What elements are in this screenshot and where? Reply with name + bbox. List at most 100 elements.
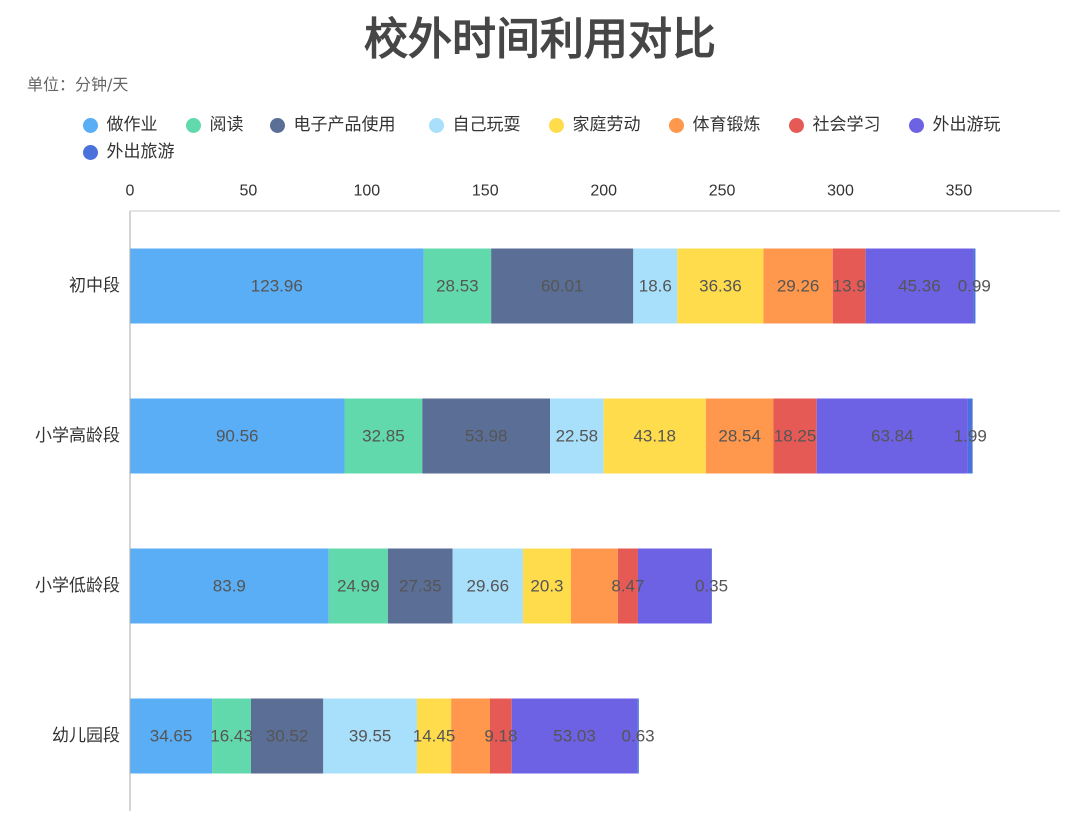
bar-segment [617, 548, 638, 624]
legend-item: 体育锻炼 [668, 114, 761, 136]
data-label: 53.98 [465, 427, 508, 446]
bar-segment [637, 548, 712, 624]
legend-item: 阅读 [185, 114, 244, 136]
data-label: 53.03 [553, 727, 596, 746]
bar-segment [344, 398, 423, 474]
legend-swatch [82, 117, 98, 133]
data-label: 14.45 [413, 727, 456, 746]
x-tick-label: 150 [472, 183, 499, 200]
legend-label: 自己玩耍 [452, 115, 521, 135]
data-label: 43.18 [633, 427, 676, 446]
bar-segment [832, 248, 866, 324]
data-label: 63.84 [871, 427, 914, 446]
data-label: 60.01 [541, 277, 584, 296]
data-label: 16.43 [210, 727, 253, 746]
bar-segment [522, 548, 571, 624]
category-label: 小学低龄段 [35, 576, 120, 596]
data-label: 8.47 [611, 577, 644, 596]
data-label: 34.65 [150, 727, 193, 746]
legend-label: 家庭劳动 [572, 115, 641, 135]
bar-segment [130, 698, 213, 774]
x-tick-label: 350 [946, 183, 973, 200]
bar-segment [773, 398, 817, 474]
data-label: 45.36 [898, 277, 941, 296]
category-label: 幼儿园段 [52, 726, 120, 746]
data-label: 29.66 [467, 577, 510, 596]
data-label: 0.99 [958, 277, 991, 296]
legend-label: 做作业 [106, 115, 158, 135]
legend-label: 体育锻炼 [692, 115, 761, 135]
legend-item: 外出旅游 [82, 141, 175, 163]
data-label: 83.9 [213, 577, 246, 596]
legend-label: 外出游玩 [932, 115, 1001, 135]
data-label: 13.9 [833, 277, 866, 296]
bar-segment [763, 248, 833, 324]
bar-segment [130, 548, 329, 624]
bar-segment [250, 698, 324, 774]
legend-swatch [548, 117, 564, 133]
bar-segment [711, 548, 712, 624]
legend-item: 家庭劳动 [548, 114, 641, 136]
bar-segment [416, 698, 452, 774]
bar-segment [130, 248, 424, 324]
data-label: 28.53 [436, 277, 479, 296]
bar-segment [816, 398, 968, 474]
bar-segment [603, 398, 706, 474]
data-label: 36.36 [699, 277, 742, 296]
data-labels: 123.96 90.56 83.9 34.65 28.53 32.85 24.99 16.43… [150, 277, 991, 746]
legend-swatch [269, 117, 285, 133]
data-label: 18.25 [774, 427, 817, 446]
data-label: 20.3 [530, 577, 563, 596]
bar-segment [550, 398, 604, 474]
category-label: 小学高龄段 [35, 426, 120, 446]
bar-segment [511, 698, 638, 774]
legend-label: 阅读 [209, 115, 244, 135]
data-label: 24.99 [337, 577, 380, 596]
data-label: 1.99 [954, 427, 987, 446]
data-label: 32.85 [362, 427, 405, 446]
bar-segment [422, 398, 551, 474]
bar-segment [423, 248, 492, 324]
bar-segment [973, 248, 976, 324]
x-tick-label: 200 [590, 183, 617, 200]
bar-segment [452, 548, 523, 624]
bar-segment [387, 548, 453, 624]
legend-item: 做作业 [82, 114, 158, 136]
bar-segment [491, 248, 634, 324]
bar-segment [451, 698, 490, 774]
legend-label: 外出旅游 [106, 142, 175, 162]
bar-segment [212, 698, 251, 774]
legend-label: 社会学习 [812, 115, 881, 135]
data-label: 30.52 [266, 727, 309, 746]
data-label: 28.54 [718, 427, 761, 446]
bar-segment [130, 398, 345, 474]
legend-swatch [668, 117, 684, 133]
x-tick-label: 250 [709, 183, 736, 200]
data-label: 0.63 [622, 727, 655, 746]
legend-item: 自己玩耍 [428, 114, 521, 136]
legend-item: 电子产品使用 [269, 114, 396, 136]
data-label: 9.18 [484, 727, 517, 746]
data-label: 0.35 [695, 577, 728, 596]
legend-item: 外出游玩 [908, 114, 1001, 136]
data-label: 22.58 [556, 427, 599, 446]
data-label: 18.6 [639, 277, 672, 296]
legend-swatch [428, 117, 444, 133]
bar-segment [633, 248, 678, 324]
x-tick-label: 50 [240, 183, 258, 200]
legend-swatch [185, 117, 201, 133]
bar-segment [323, 698, 417, 774]
legend-item: 社会学习 [788, 114, 881, 136]
bar-segment [570, 548, 618, 624]
legend-swatch [82, 144, 98, 160]
bar-segment [705, 398, 774, 474]
bar-segment [677, 248, 764, 324]
legend-label: 电子产品使用 [293, 115, 396, 135]
category-label: 初中段 [69, 276, 120, 296]
chart-title: 校外时间利用对比 [364, 14, 716, 65]
data-label: 27.35 [399, 577, 442, 596]
bar-segment [637, 698, 639, 774]
legend-swatch [908, 117, 924, 133]
legend-swatch [788, 117, 804, 133]
